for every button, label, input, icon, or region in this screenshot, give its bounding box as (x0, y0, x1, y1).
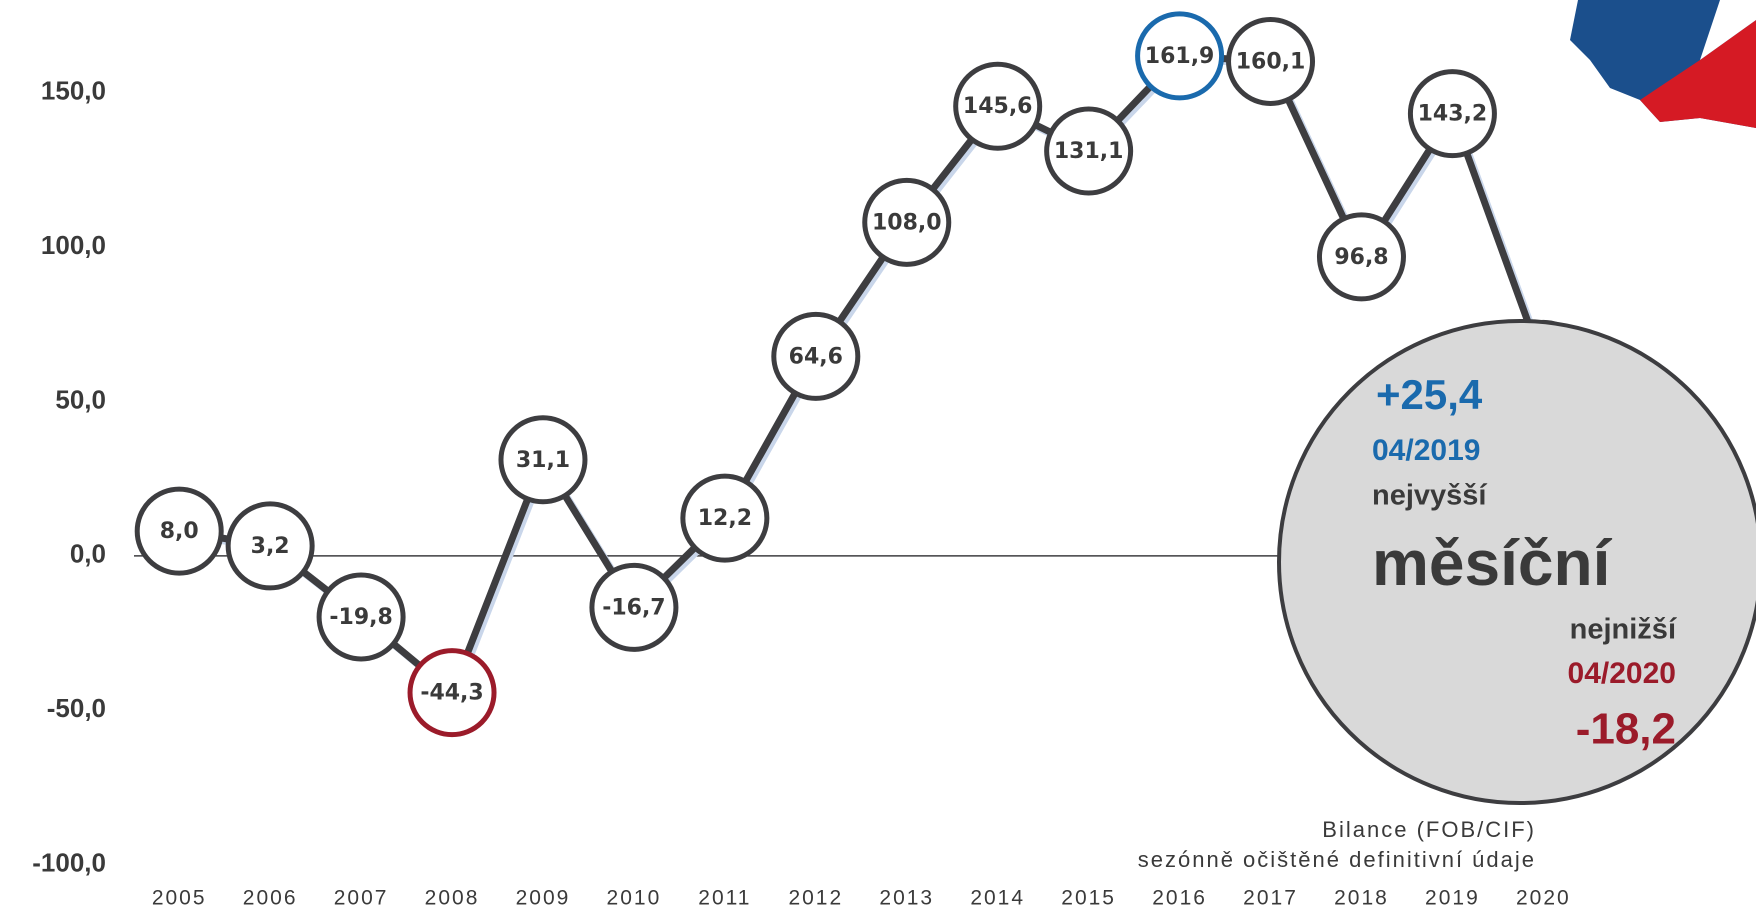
data-label: 31,1 (516, 448, 570, 473)
data-label: 131,1 (1054, 139, 1124, 164)
data-label: 108,0 (872, 210, 942, 235)
y-tick-label: -100,0 (32, 847, 106, 877)
marker (1407, 69, 1497, 159)
marker (407, 648, 497, 738)
x-tick-label: 2005 (152, 887, 207, 910)
high-date: 04/2019 (1372, 434, 1480, 467)
marker (953, 61, 1043, 151)
annotation: +25,4 04/2019 nejvyšší měsíční nejnižší … (1277, 319, 1756, 805)
x-tick-label: 2017 (1243, 887, 1298, 910)
x-tick-label: 2006 (243, 887, 298, 910)
line (178, 52, 1547, 699)
x-tick-label: 2011 (698, 887, 751, 910)
data-label: 143,2 (1418, 102, 1488, 127)
marker (316, 572, 406, 662)
y-tick-label: 50,0 (55, 384, 106, 414)
data-label: 160,1 (1236, 49, 1306, 74)
high-value: +25,4 (1376, 371, 1483, 418)
marker (589, 562, 679, 652)
footnote: Bilance (FOB/CIF) (1322, 817, 1536, 842)
marker (134, 486, 224, 576)
x-tick-label: 2016 (1152, 887, 1207, 910)
x-tick-label: 2018 (1334, 887, 1389, 910)
low-label: nejnižší (1570, 614, 1677, 646)
y-tick-label: 0,0 (70, 539, 106, 569)
x-tick-label: 2020 (1516, 887, 1571, 910)
data-label: 3,2 (251, 534, 290, 559)
x-tick-label: 2015 (1061, 887, 1116, 910)
flag-map (1570, 0, 1756, 128)
data-label: -19,8 (329, 605, 392, 630)
footnote: sezónně očištěné definitivní údaje (1138, 847, 1536, 872)
x-tick-label: 2012 (788, 887, 843, 910)
marker (1316, 212, 1406, 302)
annotation-title: měsíční (1372, 527, 1613, 599)
low-value: -18,2 (1576, 705, 1676, 754)
data-label: 8,0 (160, 519, 199, 544)
marker (1135, 11, 1225, 101)
low-date: 04/2020 (1568, 657, 1676, 690)
data-label: 96,8 (1334, 245, 1388, 270)
marker (498, 415, 588, 505)
y-tick-label: 100,0 (41, 230, 106, 260)
x-tick-label: 2019 (1425, 887, 1480, 910)
annotation-circle (1277, 319, 1756, 805)
data-label: -44,3 (420, 681, 483, 706)
marker (225, 501, 315, 591)
x-tick-label: 2009 (516, 887, 571, 910)
data-label: -16,7 (602, 595, 665, 620)
y-tick-label: -50,0 (47, 693, 106, 723)
data-label: 64,6 (789, 344, 843, 369)
high-label: nejvyšší (1372, 480, 1487, 512)
data-label: 12,2 (698, 506, 752, 531)
marker (1044, 106, 1134, 196)
x-tick-label: 2008 (425, 887, 480, 910)
y-tick-label: 150,0 (41, 76, 106, 106)
marker (862, 177, 952, 267)
marker (1226, 16, 1316, 106)
x-tick-label: 2013 (879, 887, 934, 910)
x-tick-label: 2010 (607, 887, 662, 910)
data-label: 145,6 (963, 94, 1033, 119)
marker (771, 311, 861, 401)
x-tick-label: 2014 (970, 887, 1025, 910)
marker (680, 473, 770, 563)
x-tick-label: 2007 (334, 887, 389, 910)
data-label: 161,9 (1145, 44, 1215, 69)
